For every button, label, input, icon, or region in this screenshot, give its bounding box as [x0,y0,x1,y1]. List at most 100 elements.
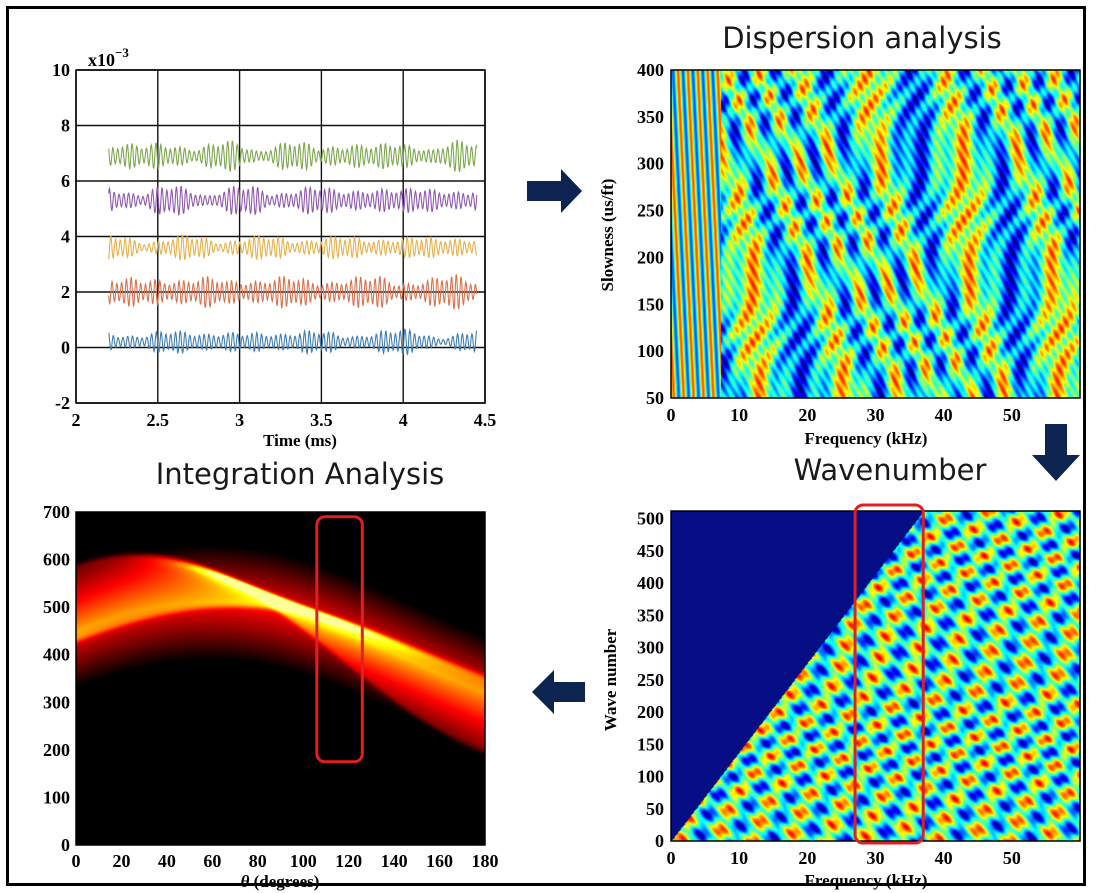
y-tick-label: 200 [43,740,70,760]
arrow-right-icon [527,169,582,213]
y-tick-label: 0 [655,831,664,851]
waveform-trace [108,139,478,173]
waveform-panel: x10−3 -2 0 2 4 6 8 10 2 2.5 3 3.5 4 4.5 Time (ms) [52,45,496,450]
y-tick-label: 100 [637,341,664,361]
x-tick-label: 3.5 [310,410,333,430]
x-tick-label: 20 [798,848,816,868]
integration-y-ticks: 0 100 200 300 400 500 600 700 [43,502,70,855]
y-tick-label: 400 [43,645,70,665]
integration-title: Integration Analysis [156,457,445,491]
y-tick-label: 700 [43,502,70,522]
y-tick-label: -2 [55,393,70,413]
wavenumber-title: Wavenumber [794,453,987,487]
dispersion-y-label: Slowness (us/ft) [598,179,617,292]
y-tick-label: 100 [637,767,664,787]
wavenumber-image-wrap [671,511,1080,841]
waveform-axes-box [75,69,486,404]
waveform-trace [108,327,478,356]
y-tick-label: 0 [61,835,70,855]
y-tick-label: 0 [61,338,70,358]
flow-arrows [527,169,1080,714]
wavenumber-x-ticks: 0 10 20 30 40 50 [667,848,1021,868]
wavenumber-x-label: Frequency (kHz) [805,871,928,890]
waveform-x-ticks: 2 2.5 3 3.5 4 4.5 [72,410,497,430]
wavenumber-heatmap [671,511,1080,841]
wavenumber-highlight-box [853,503,925,845]
y-tick-label: 200 [637,702,664,722]
y-tick-label: 50 [646,388,664,408]
x-tick-label: 160 [426,851,453,871]
dispersion-axes-box [670,69,1081,399]
x-tick-label: 10 [730,848,748,868]
y-tick-label: 300 [43,692,70,712]
integration-x-label: θ (degrees) [241,872,320,891]
x-tick-label: 50 [1003,848,1021,868]
x-tick-label: 180 [472,851,499,871]
figure-border [6,6,1086,886]
y-tick-label: 6 [61,171,70,191]
x-tick-label: 4 [399,410,408,430]
y-tick-label: 100 [43,787,70,807]
waveform-trace [108,233,478,261]
y-tick-label: 200 [637,247,664,267]
y-tick-label: 4 [61,227,70,247]
dispersion-x-ticks: 0 10 20 30 40 50 [667,405,1021,425]
dispersion-heatmap [671,70,1080,398]
y-tick-label: 350 [637,107,664,127]
arrow-left-icon [532,670,585,714]
y-tick-label: 450 [637,541,664,561]
dispersion-y-ticks: 50 100 150 200 250 300 350 400 [637,60,664,408]
y-tick-label: 600 [43,550,70,570]
x-tick-label: 0 [667,848,676,868]
x-tick-label: 0 [72,851,81,871]
y-tick-label: 400 [637,60,664,80]
x-tick-label: 50 [1003,405,1021,425]
x-tick-label: 20 [798,405,816,425]
x-tick-label: 0 [667,405,676,425]
y-tick-label: 2 [61,282,70,302]
wavenumber-panel: Wavenumber 05010015020025030035040045050… [601,453,1081,890]
dispersion-image-wrap [671,70,1080,398]
y-tick-label: 250 [637,201,664,221]
waveform-scale-label: x10−3 [88,45,129,70]
wavenumber-y-label: Wave number [601,628,620,731]
x-tick-label: 120 [335,851,362,871]
y-tick-label: 250 [637,670,664,690]
integration-image-wrap [76,512,485,845]
y-tick-label: 350 [637,605,664,625]
wavenumber-axes-box [670,510,1081,842]
x-tick-label: 60 [203,851,221,871]
integration-x-ticks: 0 20 40 60 80 100 120 140 160 180 [72,851,499,871]
y-tick-label: 150 [637,294,664,314]
x-tick-label: 30 [867,405,885,425]
y-tick-label: 10 [52,60,70,80]
dispersion-panel: Dispersion analysis 50100150200250300350… [598,21,1081,448]
x-tick-label: 20 [112,851,130,871]
x-tick-label: 4.5 [474,410,497,430]
wavenumber-y-ticks: 0 50 100 150 200 250 300 350 400 450 500 [637,509,664,851]
y-tick-label: 150 [637,734,664,754]
dispersion-title: Dispersion analysis [722,21,1002,55]
y-tick-label: 8 [61,116,70,136]
x-tick-label: 2 [72,410,81,430]
x-tick-label: 80 [249,851,267,871]
y-tick-label: 300 [637,638,664,658]
y-tick-label: 50 [646,799,664,819]
integration-highlight-box [315,515,364,764]
x-tick-label: 40 [158,851,176,871]
waveform-x-label: Time (ms) [263,431,337,450]
x-tick-label: 2.5 [147,410,170,430]
dispersion-x-label: Frequency (kHz) [805,429,928,448]
x-tick-label: 30 [867,848,885,868]
arrow-down-icon [1032,424,1080,481]
waveform-plot-area [75,69,486,404]
waveform-y-ticks: -2 0 2 4 6 8 10 [52,60,70,413]
x-tick-label: 40 [935,405,953,425]
x-tick-label: 140 [381,851,408,871]
waveform-trace [108,274,478,311]
integration-axes-box [75,511,486,846]
y-tick-label: 400 [637,573,664,593]
x-tick-label: 40 [935,848,953,868]
integration-heatmap [76,512,485,845]
